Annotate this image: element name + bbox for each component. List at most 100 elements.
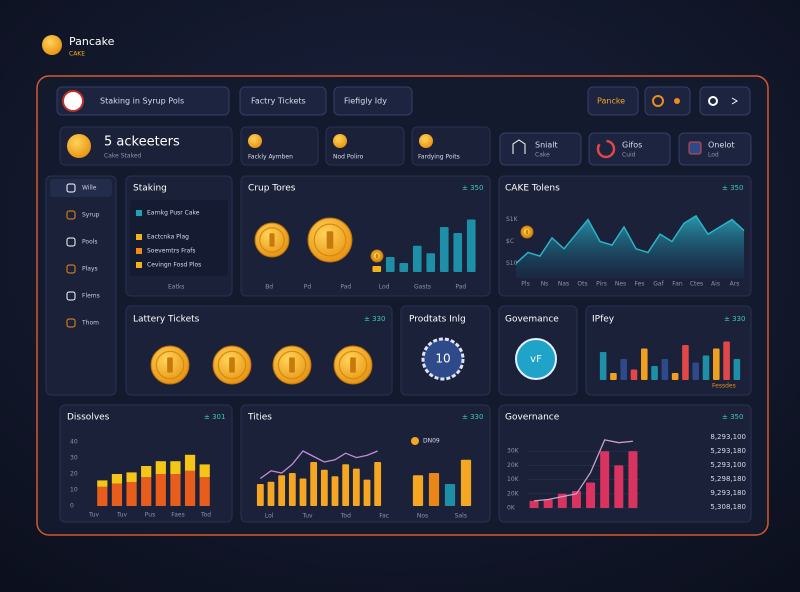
bar [267, 481, 275, 506]
sidebar-icon [66, 210, 76, 220]
x-axis-label: Tod [340, 513, 351, 520]
x-axis-label: Faes [171, 512, 184, 519]
x-axis-label: Ars [730, 281, 740, 288]
coin-rim [372, 251, 382, 261]
bar [412, 475, 424, 506]
widget-icon [688, 141, 702, 155]
bar [651, 366, 658, 380]
bar [310, 462, 318, 506]
tab[interactable] [239, 86, 327, 116]
bar [460, 459, 472, 506]
widget-title: Gifos [622, 141, 642, 150]
sidebar-label: Syrup [82, 212, 100, 219]
brand-name: Pancake [69, 35, 115, 48]
bar [586, 482, 596, 508]
bar-segment [111, 474, 123, 484]
bar-segment [199, 477, 210, 506]
widget-sub: Lod [708, 152, 719, 159]
tab[interactable] [56, 86, 230, 116]
sidebar-label: Pools [82, 239, 98, 246]
x-axis-label: Nes [615, 281, 626, 288]
bar [682, 345, 689, 380]
bar-segment [141, 466, 152, 478]
bar [385, 257, 395, 272]
badge-coin [421, 337, 465, 381]
y-tick-label: S1K [506, 216, 519, 223]
share-icon [731, 97, 738, 105]
panel-badge: ± 350 [722, 184, 743, 192]
button[interactable] [699, 86, 751, 116]
bar [543, 499, 553, 508]
widget-title: Snialt [535, 141, 558, 150]
sidebar-label: Flems [82, 293, 100, 300]
button[interactable] [587, 86, 639, 116]
coin-symbol [326, 231, 334, 249]
bar-segment [97, 486, 108, 506]
x-axis-label: Tod [200, 512, 211, 519]
bar-segment [126, 482, 137, 506]
coin [419, 134, 433, 148]
y-tick-label: 10K [507, 476, 520, 483]
panel-title: IPfey [592, 315, 615, 325]
bar [399, 263, 409, 272]
y-tick-label: 30K [507, 448, 520, 455]
bar [599, 352, 607, 380]
widget-sub: Cake [535, 152, 550, 159]
bar [610, 373, 617, 380]
x-axis-label: Nas [558, 281, 569, 288]
tab-label: Fiefigly Idy [344, 97, 387, 106]
coin-symbol [269, 233, 275, 247]
x-axis-label: Pad [340, 284, 351, 291]
bar [444, 484, 456, 506]
tab[interactable] [333, 86, 413, 116]
y-tick-label: 20K [507, 462, 520, 469]
x-axis-label: Fes [635, 281, 645, 288]
brand-ticker: CAKE [69, 51, 85, 58]
row-value: 5,298,180 [710, 475, 746, 483]
y-tick-label: 20 [70, 471, 78, 478]
bar-segment [111, 483, 123, 506]
lottery-panel [125, 305, 393, 396]
panel-badge: ± 350 [722, 413, 743, 421]
coin-symbol [526, 229, 528, 235]
bar-segment [199, 464, 210, 478]
bar-segment [126, 472, 137, 482]
bar [372, 266, 382, 272]
chart-panel [585, 305, 752, 396]
y-tick-label: $C [506, 238, 514, 245]
bar [331, 476, 339, 506]
bar [702, 355, 710, 380]
bar [600, 451, 610, 508]
row-value: 5,293,100 [710, 461, 746, 469]
coin-rim [259, 227, 285, 253]
coin-rim [277, 350, 307, 380]
coin [333, 134, 347, 148]
x-axis-label: Bd [265, 284, 273, 291]
x-axis-label: Fac [379, 513, 389, 520]
x-axis-label: Fan [672, 281, 683, 288]
bar [628, 451, 638, 508]
bar [723, 341, 730, 380]
sidebar-items: Wille Syrup Pools Plays Flems Thom [50, 179, 112, 328]
button[interactable] [644, 86, 691, 116]
panel-badge: ± 330 [364, 315, 385, 323]
bar [661, 359, 669, 380]
sidebar-label: Wille [82, 185, 97, 192]
list-item: Eactcnka Plag [147, 234, 189, 241]
row-value: 5,293,180 [710, 447, 746, 455]
sidebar-active [50, 179, 112, 197]
x-axis-label: Pd [304, 284, 312, 291]
stat-sub: Cake Staked [104, 153, 142, 160]
x-axis-label: Ais [711, 281, 720, 288]
bar-segment [97, 480, 108, 487]
coin-symbol [167, 357, 173, 373]
bar-segment [170, 461, 181, 474]
panel-badge: ± 301 [204, 413, 225, 421]
x-axis-label: Pirs [596, 281, 607, 288]
row-value: 8,293,100 [710, 433, 746, 441]
bar [256, 484, 264, 506]
row-value: 9,293,180 [710, 489, 746, 497]
sidebar-icon [66, 264, 76, 274]
widget[interactable] [678, 132, 752, 166]
